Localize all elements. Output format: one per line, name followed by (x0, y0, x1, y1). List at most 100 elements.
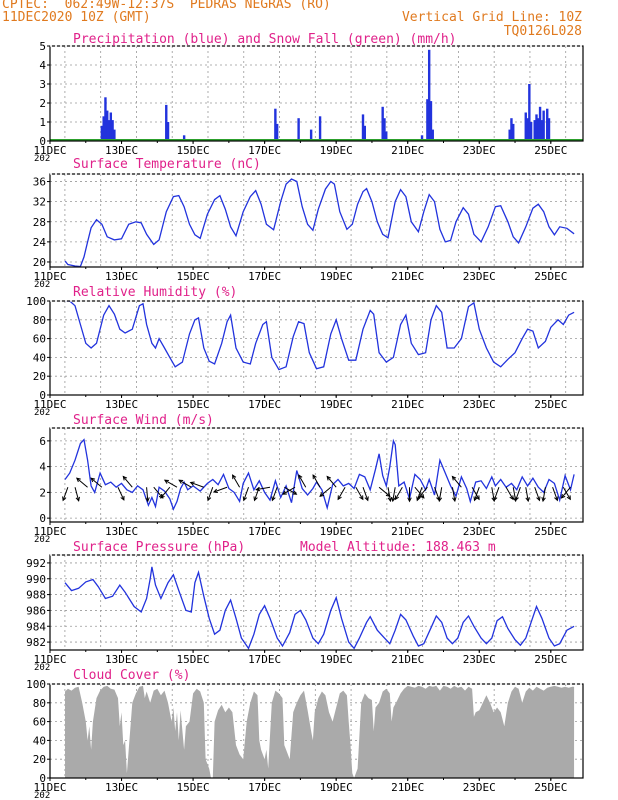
wind-arrow (190, 481, 204, 488)
x-tick-label: 21DEC (391, 525, 424, 538)
wind-arrowhead (189, 481, 195, 486)
x-tick-label: 11DEC (33, 144, 66, 157)
wind-arrow (164, 479, 178, 488)
wind-arrowhead (90, 477, 96, 483)
wind-arrow (117, 487, 125, 501)
panel-rh: 0 20 40 60 80 100 11DEC 13DEC 15DEC 17DEC 19DEC 21D… (26, 285, 584, 418)
wind-arrowhead (452, 497, 457, 503)
wind-arrowhead (407, 497, 412, 503)
wind-arrow (474, 487, 480, 501)
wind-arrowhead (160, 493, 165, 499)
x-tick-label: 25DEC (534, 653, 567, 666)
y-tick-label: 100 (26, 295, 46, 308)
x-tick-label: 21DEC (391, 781, 424, 794)
precip-bar (535, 114, 538, 141)
wind-arrow (362, 487, 369, 501)
precip-bar (546, 108, 549, 141)
wind-arrowhead (298, 474, 303, 480)
x-tick-label: 17DEC (248, 525, 281, 538)
panel-wind: 0 2 4 6 11DEC 13DEC 15DEC 17DEC 19DEC 21DEC 23DEC 2… (33, 413, 584, 545)
y-tick-label: 988 (26, 589, 46, 602)
panel-title: Cloud Cover (%) (73, 668, 190, 683)
precip-bar (166, 122, 170, 141)
x-tick-label: 19DEC (320, 525, 353, 538)
wind-arrowhead (541, 497, 546, 503)
panel-frame (49, 300, 584, 396)
precip-bar (275, 123, 279, 141)
wind-arrow (207, 487, 214, 501)
y-tick-label: 24 (33, 236, 47, 249)
wind-arrow (562, 486, 571, 500)
y-tick-label: 60 (33, 716, 46, 729)
y-tick-label: 982 (26, 636, 46, 649)
wind-arrowhead (451, 475, 457, 481)
x-tick-label: 23DEC (463, 525, 496, 538)
y-tick-label: 2 (39, 97, 46, 110)
wind-arrowhead (242, 496, 248, 502)
y-tick-label: 28 (33, 216, 46, 229)
precip-bar (182, 135, 186, 141)
wind-arrow (213, 486, 228, 493)
x-tick-label: 11DEC (33, 398, 66, 411)
x-tick-label: 23DEC (463, 781, 496, 794)
x-tick-label: 23DEC (463, 653, 496, 666)
wind-arrow (282, 486, 296, 495)
y-tick-label: 4 (39, 461, 46, 474)
precip-bar (420, 135, 424, 141)
wind-arrow (378, 486, 391, 497)
precip-bar (533, 120, 536, 141)
panel-frame (49, 45, 584, 142)
x-tick-label: 21DEC (391, 653, 424, 666)
panel-frame (49, 173, 584, 268)
wind-arrow (414, 486, 425, 499)
x-tick-label: 25DEC (534, 525, 567, 538)
x-year-label-cut: 202 (34, 154, 50, 164)
wind-arrow (534, 487, 540, 501)
precip-bar (510, 118, 513, 141)
x-tick-label: 17DEC (248, 270, 281, 283)
panel-cloud: 0 20 40 60 80 100 11DEC 13DEC 15DEC 17DEC 19DEC 21D… (26, 668, 584, 800)
wind-arrowhead (566, 495, 571, 501)
panel-frame (49, 554, 584, 651)
x-tick-label: 21DEC (391, 270, 424, 283)
wind-arrow (392, 487, 396, 502)
x-year-label-cut: 202 (34, 280, 50, 290)
wind-arrowhead (560, 493, 566, 499)
wind-arrow (515, 487, 521, 501)
x-tick-label: 13DEC (105, 653, 138, 666)
y-tick-label: 100 (26, 678, 46, 691)
wind-arrow (90, 477, 103, 488)
y-tick-label: 4 (39, 59, 46, 72)
x-year-label-cut: 202 (34, 535, 50, 545)
y-tick-label: 3 (39, 78, 46, 91)
cloud-cover-area (65, 685, 575, 778)
x-year-label-cut: 202 (34, 408, 50, 418)
x-tick-label: 11DEC (33, 270, 66, 283)
panel-subtitle: Model Altitude: 188.463 m (300, 540, 496, 555)
x-tick-label: 11DEC (33, 653, 66, 666)
y-tick-label: 40 (33, 734, 46, 747)
x-tick-label: 15DEC (177, 781, 210, 794)
wind-arrowhead (312, 474, 317, 480)
y-tick-label: 80 (33, 314, 46, 327)
y-tick-label: 5 (39, 40, 46, 53)
wind-arrowhead (271, 496, 276, 502)
precip-bar (361, 114, 365, 141)
wind-arrow (76, 477, 88, 488)
x-tick-label: 13DEC (105, 781, 138, 794)
wind-arrow (505, 486, 514, 500)
y-tick-label: 0 (39, 772, 46, 785)
x-tick-label: 15DEC (177, 144, 210, 157)
wind-arrow (355, 486, 364, 500)
x-year-label-cut: 202 (34, 791, 50, 800)
wind-arrow (271, 487, 278, 501)
y-tick-label: 6 (39, 435, 46, 448)
wind-arrow (319, 486, 332, 497)
wind-arrowhead (525, 497, 530, 503)
precip-bar (318, 116, 322, 141)
x-year-label-cut: 202 (34, 663, 50, 673)
plot-area (50, 49, 583, 141)
y-tick-label: 40 (33, 351, 46, 364)
wind-arrow (243, 487, 250, 501)
